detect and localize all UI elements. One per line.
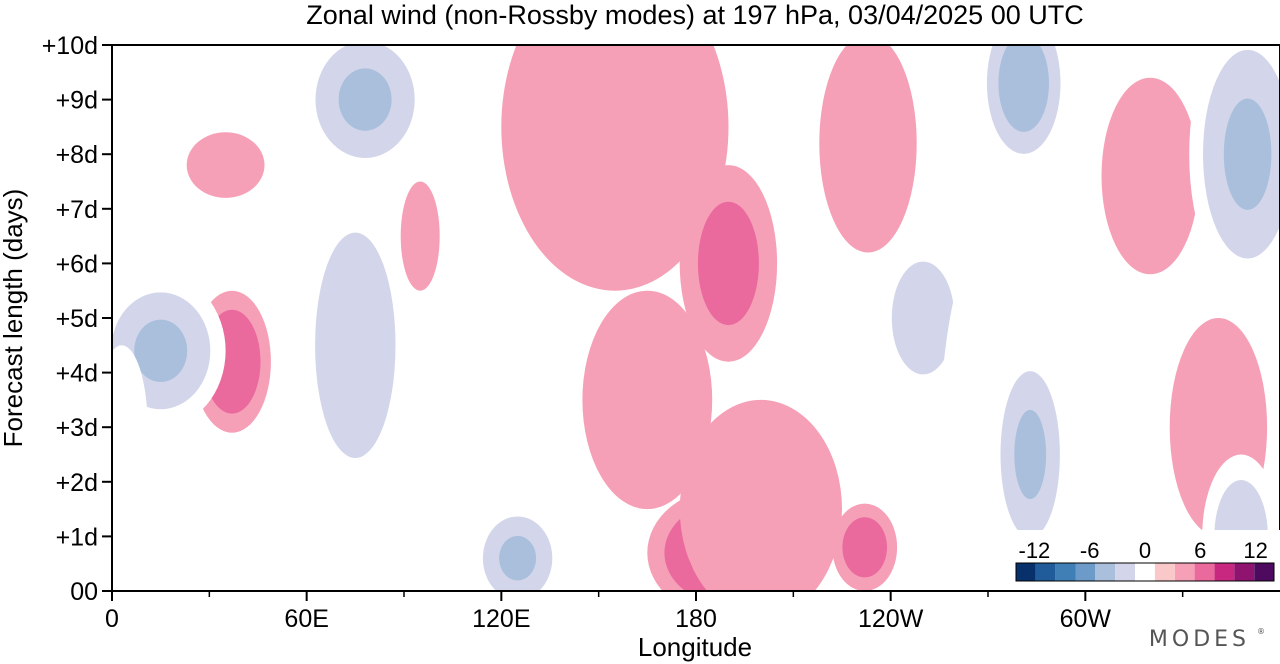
wind-feature-12 bbox=[679, 399, 842, 591]
contour-band bbox=[819, 45, 917, 253]
x-tick-label: 60W bbox=[1060, 605, 1112, 633]
colorbar-label: 12 bbox=[1243, 538, 1267, 563]
contour-band bbox=[112, 345, 148, 510]
colorbar-swatch bbox=[1254, 563, 1274, 581]
contour-band bbox=[1101, 77, 1199, 275]
x-tick-label: 120W bbox=[858, 605, 924, 633]
y-axis: 00 +1d +2d +3d +4d +5d +6d +7d +8d +9d +10d bbox=[42, 32, 112, 606]
colorbar-swatch bbox=[1154, 563, 1175, 581]
y-tick-label: +10d bbox=[42, 32, 98, 60]
y-tick-label: +6d bbox=[56, 250, 98, 278]
contour-band bbox=[998, 45, 1049, 132]
contour-band bbox=[1014, 409, 1047, 500]
registered-mark: ® bbox=[1257, 627, 1265, 636]
y-tick-label: +7d bbox=[56, 196, 98, 224]
colorbar-label: 0 bbox=[1139, 538, 1151, 563]
colorbar-swatch bbox=[1234, 563, 1255, 581]
contour-band bbox=[891, 261, 955, 375]
x-axis-label: Longitude bbox=[638, 632, 752, 662]
wind-feature-3 bbox=[112, 345, 148, 510]
y-tick-label: +3d bbox=[56, 414, 98, 442]
y-tick-label: +8d bbox=[56, 141, 98, 169]
x-tick-label: 60E bbox=[284, 605, 328, 633]
colorbar-swatch bbox=[1055, 563, 1076, 581]
x-axis: 0 60E 120E 180 120W 60W bbox=[105, 591, 1184, 633]
contour-band bbox=[1223, 98, 1272, 210]
y-tick-label: +9d bbox=[56, 87, 98, 115]
wind-feature-1 bbox=[186, 132, 265, 198]
colorbar-swatch bbox=[1115, 563, 1135, 581]
colorbar-label: 6 bbox=[1194, 538, 1206, 563]
wind-feature-11 bbox=[679, 165, 778, 362]
wind-feature-8 bbox=[501, 45, 729, 291]
colorbar-swatch bbox=[1194, 563, 1215, 581]
colorbar: -12 -6 0 6 12 bbox=[1010, 530, 1280, 590]
colorbar-label: -6 bbox=[1080, 538, 1100, 563]
y-tick-label: +5d bbox=[56, 305, 98, 333]
contour-band bbox=[679, 399, 842, 591]
colorbar-swatch bbox=[1135, 563, 1155, 581]
wind-feature-7 bbox=[472, 503, 563, 591]
wind-feature-14 bbox=[819, 45, 917, 253]
contour-band bbox=[842, 517, 887, 578]
modes-watermark: MODES bbox=[1149, 627, 1250, 652]
colorbar-swatch bbox=[1035, 563, 1056, 581]
colorbar-swatch bbox=[1016, 563, 1036, 581]
wind-feature-9 bbox=[582, 290, 713, 510]
y-tick-label: +4d bbox=[56, 360, 98, 388]
contour-band bbox=[400, 181, 440, 291]
contour-band bbox=[499, 535, 537, 581]
colorbar-label: -12 bbox=[1019, 538, 1051, 563]
x-tick-label: 180 bbox=[675, 605, 717, 633]
wind-feature-13 bbox=[832, 503, 898, 591]
colorbar-swatch bbox=[1075, 563, 1096, 581]
wind-feature-4 bbox=[300, 45, 430, 176]
wind-anomaly-features bbox=[112, 45, 1280, 591]
contour-band bbox=[315, 232, 396, 458]
contour-band bbox=[134, 319, 188, 382]
colorbar-swatch bbox=[1174, 563, 1195, 581]
contour-band bbox=[582, 290, 713, 510]
y-tick-label: +2d bbox=[56, 469, 98, 497]
wind-feature-5 bbox=[296, 181, 414, 510]
y-tick-label: +1d bbox=[56, 523, 98, 551]
colorbar-frame bbox=[1015, 562, 1275, 582]
contour-band bbox=[186, 132, 265, 198]
y-axis-label: Forecast length (days) bbox=[0, 189, 28, 448]
contour-band bbox=[338, 68, 392, 131]
wind-feature-6 bbox=[400, 181, 440, 291]
colorbar-swatch bbox=[1095, 563, 1116, 581]
contour-band bbox=[697, 201, 759, 326]
wind-feature-22 bbox=[1189, 45, 1280, 291]
y-tick-label: 00 bbox=[70, 578, 98, 606]
x-tick-label: 0 bbox=[105, 605, 119, 633]
x-tick-label: 120E bbox=[472, 605, 530, 633]
wind-feature-19 bbox=[1101, 77, 1199, 275]
chart-title: Zonal wind (non-Rossby modes) at 197 hPa… bbox=[306, 0, 1083, 30]
wind-feature-18 bbox=[991, 345, 1070, 564]
wind-feature-17 bbox=[978, 45, 1070, 171]
contour-band bbox=[501, 45, 729, 291]
colorbar-swatch bbox=[1214, 563, 1235, 581]
